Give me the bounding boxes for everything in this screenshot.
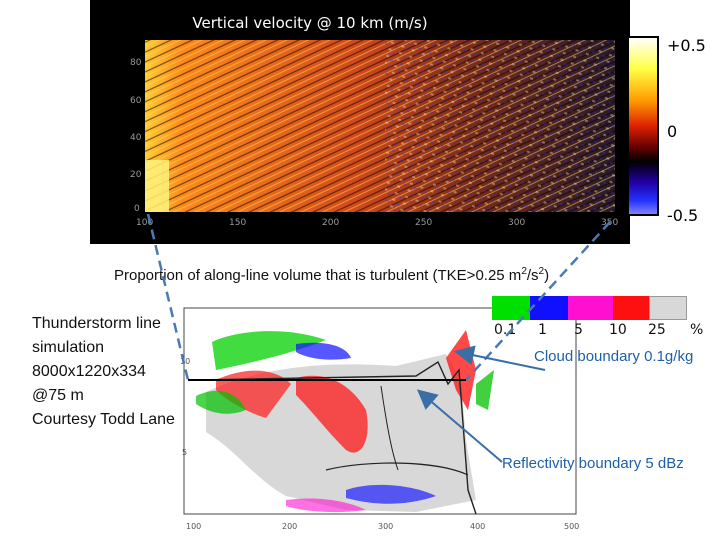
velocity-field-image [145, 40, 615, 212]
colorbar-label-min: -0.5 [667, 206, 699, 225]
x-tick: 100 [136, 218, 154, 228]
legend-swatch-gray [649, 296, 687, 320]
x-tick: 150 [229, 218, 247, 228]
caption-line: Courtesy Todd Lane [32, 411, 175, 428]
colorbar [627, 36, 659, 216]
legend-label: 25 [648, 322, 666, 338]
colorbar-label-zero: 0 [667, 122, 678, 141]
x-tick: 300 [508, 218, 526, 228]
legend-swatch-magenta [568, 296, 613, 320]
caption-line: Thunderstorm line [32, 315, 161, 332]
bottom-x-tick: 200 [282, 522, 298, 531]
reflectivity-boundary-label: Reflectivity boundary 5 dBz [502, 455, 684, 472]
x-tick: 350 [601, 218, 619, 228]
bottom-x-tick: 100 [186, 522, 202, 531]
legend-label: 0.1 [494, 322, 517, 338]
bottom-x-tick: 500 [564, 522, 580, 531]
legend-swatch-blue [530, 296, 568, 320]
bottom-y-tick: 10 [180, 357, 191, 366]
cloud-boundary-label: Cloud boundary 0.1g/kg [534, 348, 694, 365]
legend-label: 10 [609, 322, 627, 338]
bottom-x-tick: 300 [378, 522, 394, 531]
bottom-x-tick: 400 [470, 522, 486, 531]
caption-line: @75 m [32, 387, 84, 404]
legend-swatch-red [613, 296, 649, 320]
turbulence-title: Proportion of along-line volume that is … [114, 266, 550, 284]
legend-label: 1 [538, 322, 547, 338]
y-tick: 60 [130, 96, 142, 106]
legend-swatch-green [492, 296, 530, 320]
velocity-title: Vertical velocity @ 10 km (m/s) [192, 14, 428, 32]
caption-line: 8000x1220x334 [32, 363, 146, 380]
simulation-caption: Thunderstorm line simulation 8000x1220x3… [32, 312, 175, 432]
y-tick: 20 [130, 170, 142, 180]
x-tick: 250 [415, 218, 433, 228]
x-tick: 200 [322, 218, 340, 228]
turbulence-cross-section [176, 300, 584, 522]
y-tick: 80 [130, 58, 142, 68]
legend-unit: % [690, 322, 704, 338]
colorbar-label-max: +0.5 [667, 36, 706, 55]
bottom-y-tick: 5 [182, 448, 188, 457]
legend-label: 5 [574, 322, 583, 338]
caption-line: simulation [32, 339, 105, 356]
y-tick: 0 [134, 204, 140, 214]
y-tick: 40 [130, 133, 142, 143]
